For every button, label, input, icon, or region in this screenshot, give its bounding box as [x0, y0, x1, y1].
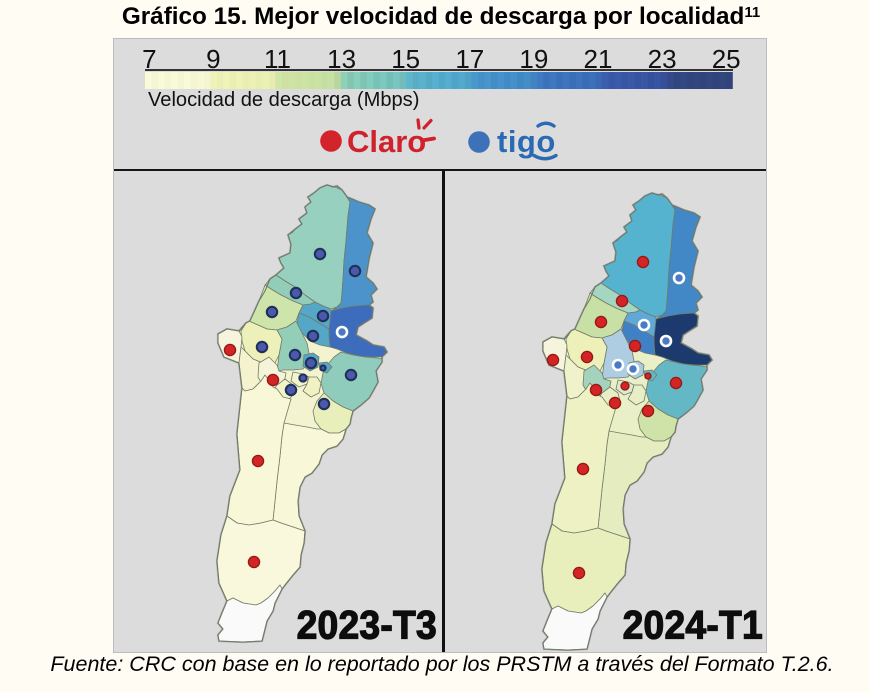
svg-text:Claro: Claro	[347, 124, 426, 159]
svg-text:tigo: tigo	[497, 124, 556, 159]
